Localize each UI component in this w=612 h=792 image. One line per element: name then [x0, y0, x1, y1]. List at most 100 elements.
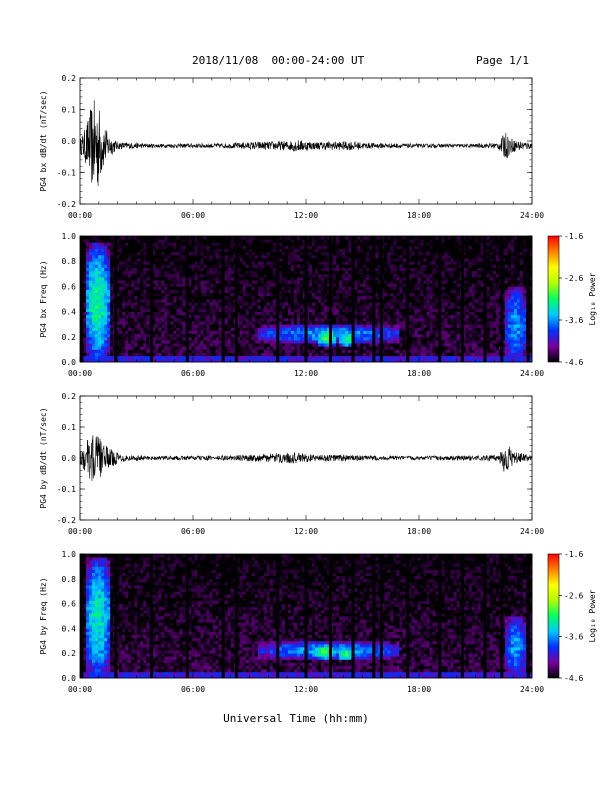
- panel-1: 00:00 06:00 12:00 18:00 24:00 -0.2 -0.1 0.0 0.1 0…: [39, 74, 544, 220]
- page-indicator: Page 1/1: [476, 54, 529, 67]
- colorbar-tick-label: -4.6: [564, 674, 583, 683]
- x-tick-label: 24:00: [520, 527, 544, 536]
- data-gap: [304, 236, 308, 362]
- data-gap: [526, 554, 530, 678]
- data-gap: [406, 554, 410, 678]
- dbdt-trace: [79, 100, 533, 186]
- y-tick-label: 0.1: [62, 106, 77, 115]
- data-gap: [221, 554, 225, 678]
- data-gap: [185, 236, 189, 362]
- y-tick-label: 0.0: [62, 358, 77, 367]
- x-tick-label: 18:00: [407, 685, 431, 694]
- y-tick-label: -0.1: [57, 169, 76, 178]
- x-tick-label: 18:00: [407, 369, 431, 378]
- data-gap: [114, 554, 118, 678]
- colorbar: [547, 553, 560, 679]
- data-gap: [372, 236, 376, 362]
- x-tick-label: 06:00: [181, 369, 205, 378]
- x-tick-label: 00:00: [68, 369, 92, 378]
- x-tick-label: 00:00: [68, 211, 92, 220]
- data-gap: [372, 554, 376, 678]
- data-gap: [185, 554, 189, 678]
- colorbar-tick-label: -3.6: [564, 316, 583, 325]
- plot-frame: [79, 77, 533, 205]
- colorbar-tick-label: -1.6: [564, 232, 583, 241]
- y-tick-label: 0.6: [62, 282, 77, 291]
- y-tick-label: 0.4: [62, 308, 77, 317]
- data-gap: [351, 236, 355, 362]
- y-tick-label: -0.2: [57, 200, 76, 209]
- colorbar-tick-label: -1.6: [564, 550, 583, 559]
- data-gap: [304, 554, 308, 678]
- panel-4: -1.6 -2.6 -3.6 -4.6 Log₁₀ Power 00:00 06:00 12:…: [39, 550, 597, 694]
- data-gap: [234, 236, 238, 362]
- data-gap: [500, 554, 504, 678]
- data-gap: [379, 554, 383, 678]
- colorbar-tick-label: -2.6: [564, 274, 583, 283]
- colorbar-tick-label: -4.6: [564, 358, 583, 367]
- data-gap: [221, 236, 225, 362]
- x-tick-label: 12:00: [294, 527, 318, 536]
- x-tick-label: 24:00: [520, 369, 544, 378]
- data-gap: [406, 236, 410, 362]
- data-gap: [328, 554, 332, 678]
- x-tick-label: 06:00: [181, 685, 205, 694]
- dbdt-trace: [79, 435, 533, 482]
- x-tick-label: 12:00: [294, 369, 318, 378]
- y-tick-label: 0.6: [62, 600, 77, 609]
- data-gap: [80, 554, 84, 678]
- data-gap: [438, 554, 442, 678]
- data-gap: [500, 236, 504, 362]
- x-tick-label: 12:00: [294, 685, 318, 694]
- y-tick-label: 0.0: [62, 674, 77, 683]
- y-tick-label: 0.2: [62, 649, 77, 658]
- x-tick-label: 06:00: [181, 211, 205, 220]
- data-gap: [150, 554, 154, 678]
- data-gap: [80, 236, 84, 362]
- y-tick-label: 0.0: [62, 137, 77, 146]
- y-axis-label: PG4 bx dB/dt (nT/sec): [39, 90, 48, 191]
- x-tick-label: 00:00: [68, 527, 92, 536]
- y-tick-label: -0.2: [57, 516, 76, 525]
- y-tick-label: 0.0: [62, 454, 77, 463]
- y-tick-label: 0.2: [62, 333, 77, 342]
- data-gap: [234, 554, 238, 678]
- x-tick-label: 00:00: [68, 685, 92, 694]
- figure-title: 2018/11/08 00:00-24:00 UT: [192, 54, 365, 67]
- data-gap: [460, 236, 464, 362]
- y-tick-label: -0.1: [57, 485, 76, 494]
- y-axis-label: PG4 by dB/dt (nT/sec): [39, 407, 48, 508]
- x-tick-label: 06:00: [181, 527, 205, 536]
- data-gap: [328, 236, 332, 362]
- data-gap: [150, 236, 154, 362]
- x-tick-label: 12:00: [294, 211, 318, 220]
- colorbar-tick-label: -3.6: [564, 633, 583, 642]
- data-gap: [438, 236, 442, 362]
- y-axis-label: PG4 by Freq (Hz): [39, 577, 48, 654]
- data-gap: [351, 554, 355, 678]
- data-gap: [526, 236, 530, 362]
- data-gap: [460, 554, 464, 678]
- colorbar-label: Log₁₀ Power: [588, 589, 597, 642]
- y-tick-label: 0.1: [62, 423, 77, 432]
- panel-2: -1.6 -2.6 -3.6 -4.6 Log₁₀ Power 00:00 06:00 12:…: [39, 232, 597, 378]
- x-tick-label: 18:00: [407, 527, 431, 536]
- x-tick-label: 24:00: [520, 685, 544, 694]
- data-gap: [276, 554, 280, 678]
- y-tick-label: 1.0: [62, 232, 77, 241]
- y-tick-label: 0.2: [62, 392, 77, 401]
- y-tick-label: 0.4: [62, 624, 77, 633]
- colorbar-label: Log₁₀ Power: [588, 272, 597, 325]
- data-gap: [114, 236, 118, 362]
- x-tick-label: 24:00: [520, 211, 544, 220]
- data-gap: [483, 236, 487, 362]
- y-axis-label: PG4 bx Freq (Hz): [39, 260, 48, 337]
- data-gap: [379, 236, 383, 362]
- colorbar: [547, 235, 560, 363]
- x-axis-label: Universal Time (hh:mm): [223, 712, 369, 725]
- y-tick-label: 0.8: [62, 575, 77, 584]
- panel-3: 00:00 06:00 12:00 18:00 24:00 -0.2 -0.1 0.0 0.1 0…: [39, 392, 544, 536]
- data-gap: [276, 236, 280, 362]
- data-gap: [483, 554, 487, 678]
